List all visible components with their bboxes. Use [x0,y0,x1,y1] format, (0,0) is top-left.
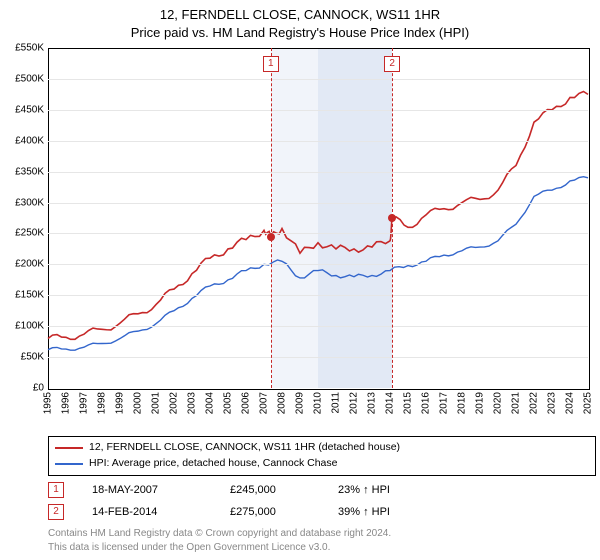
x-tick-label: 1996 [61,392,72,414]
y-tick-label: £300K [0,197,44,208]
sale-marker-2: 2 [48,504,64,520]
y-tick-label: £450K [0,104,44,115]
x-tick-label: 2013 [367,392,378,414]
legend-item-price: 12, FERNDELL CLOSE, CANNOCK, WS11 1HR (d… [55,440,589,456]
y-gridline [48,172,588,173]
y-gridline [48,203,588,204]
y-gridline [48,79,588,80]
y-gridline [48,233,588,234]
x-tick-label: 2014 [385,392,396,414]
x-tick-label: 2022 [529,392,540,414]
y-tick-label: £200K [0,259,44,270]
x-tick-label: 2016 [421,392,432,414]
x-tick-label: 2025 [583,392,594,414]
y-tick-label: £400K [0,135,44,146]
x-tick-label: 2004 [205,392,216,414]
sale-date-2: 14-FEB-2014 [92,506,202,518]
sale-price-1: £245,000 [230,484,310,496]
y-gridline [48,295,588,296]
series-price [48,91,588,339]
x-tick-label: 1995 [43,392,54,414]
title-line2: Price paid vs. HM Land Registry's House … [0,24,600,42]
y-tick-label: £0 [0,383,44,394]
y-gridline [48,357,588,358]
x-tick-label: 2018 [457,392,468,414]
y-tick-label: £550K [0,43,44,54]
legend-swatch-hpi [55,463,83,465]
chart-title: 12, FERNDELL CLOSE, CANNOCK, WS11 1HR Pr… [0,6,600,41]
x-tick-label: 2019 [475,392,486,414]
x-tick-label: 2011 [331,392,342,414]
footer-line1: Contains HM Land Registry data © Crown c… [48,527,588,541]
x-tick-label: 2020 [493,392,504,414]
sale-delta-1: 23% ↑ HPI [338,484,390,496]
sale-date-1: 18-MAY-2007 [92,484,202,496]
x-tick-label: 2017 [439,392,450,414]
chart-lines [48,48,588,388]
x-tick-label: 2023 [547,392,558,414]
x-tick-label: 2021 [511,392,522,414]
sale-row-2: 2 14-FEB-2014 £275,000 39% ↑ HPI [48,504,588,520]
x-tick-label: 1999 [115,392,126,414]
y-gridline [48,326,588,327]
legend-label-hpi: HPI: Average price, detached house, Cann… [89,456,337,472]
y-gridline [48,141,588,142]
sale-marker-label: 1 [263,56,279,72]
sale-marker-1: 1 [48,482,64,498]
x-tick-label: 2003 [187,392,198,414]
x-tick-label: 2005 [223,392,234,414]
sale-marker-line [271,48,272,388]
y-tick-label: £350K [0,166,44,177]
legend-item-hpi: HPI: Average price, detached house, Cann… [55,456,589,472]
x-tick-label: 2009 [295,392,306,414]
y-tick-label: £500K [0,73,44,84]
sale-marker-dot [267,233,275,241]
sale-price-2: £275,000 [230,506,310,518]
x-tick-label: 2008 [277,392,288,414]
legend-label-price: 12, FERNDELL CLOSE, CANNOCK, WS11 1HR (d… [89,440,400,456]
x-tick-label: 2015 [403,392,414,414]
sale-marker-dot [388,214,396,222]
x-tick-label: 2024 [565,392,576,414]
x-tick-label: 2012 [349,392,360,414]
y-gridline [48,110,588,111]
x-tick-label: 1997 [79,392,90,414]
x-tick-label: 2010 [313,392,324,414]
x-tick-label: 2002 [169,392,180,414]
footer-text: Contains HM Land Registry data © Crown c… [48,527,588,554]
sale-marker-label: 2 [384,56,400,72]
y-tick-label: £150K [0,290,44,301]
x-tick-label: 2007 [259,392,270,414]
y-tick-label: £50K [0,352,44,363]
x-tick-label: 2006 [241,392,252,414]
x-tick-label: 2000 [133,392,144,414]
footer-line2: This data is licensed under the Open Gov… [48,541,588,555]
title-line1: 12, FERNDELL CLOSE, CANNOCK, WS11 1HR [0,6,600,24]
y-tick-label: £250K [0,228,44,239]
x-tick-label: 2001 [151,392,162,414]
legend-swatch-price [55,447,83,449]
x-tick-label: 1998 [97,392,108,414]
y-tick-label: £100K [0,321,44,332]
y-gridline [48,264,588,265]
sale-row-1: 1 18-MAY-2007 £245,000 23% ↑ HPI [48,482,588,498]
sale-delta-2: 39% ↑ HPI [338,506,390,518]
legend-box: 12, FERNDELL CLOSE, CANNOCK, WS11 1HR (d… [48,436,596,476]
